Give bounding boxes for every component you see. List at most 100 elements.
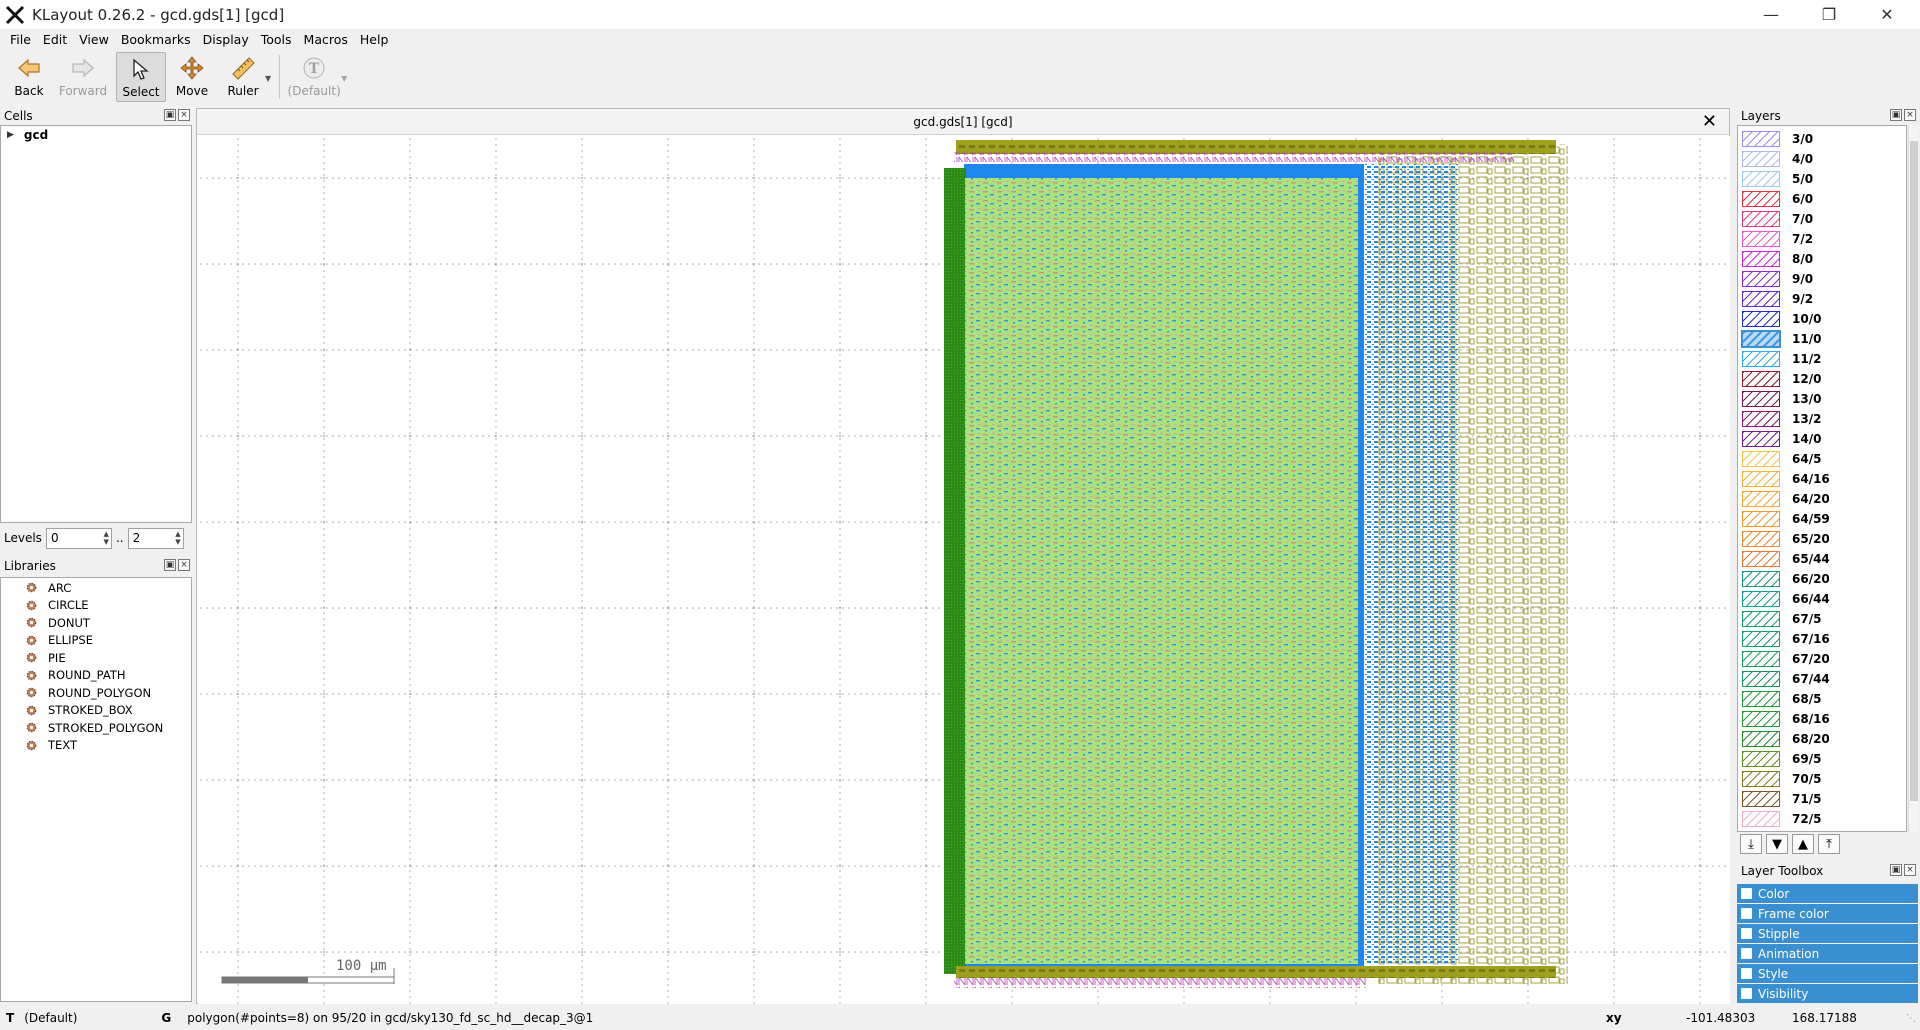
expand-checkbox[interactable] <box>1741 988 1752 999</box>
move-down-icon[interactable]: ▼ <box>1766 834 1788 854</box>
stepper-arrows-icon[interactable]: ▲ ▼ <box>175 530 181 546</box>
layer-swatch[interactable] <box>1742 551 1780 567</box>
layer-row[interactable]: 65/44 <box>1738 549 1906 569</box>
layer-row[interactable]: 9/2 <box>1738 289 1906 309</box>
toolbox-stipple[interactable]: Stipple <box>1737 924 1918 943</box>
layer-row[interactable]: 13/0 <box>1738 389 1906 409</box>
layer-row[interactable]: 67/44 <box>1738 669 1906 689</box>
library-item[interactable]: STROKED_BOX <box>1 702 191 720</box>
toolbox-visibility[interactable]: Visibility <box>1737 984 1918 1003</box>
layer-swatch[interactable] <box>1742 491 1780 507</box>
text-dropdown-icon[interactable]: ▼ <box>341 74 348 83</box>
move-to-bottom-icon[interactable]: ⤓ <box>1740 834 1762 854</box>
layer-swatch[interactable] <box>1742 231 1780 247</box>
layers-scrollbar[interactable] <box>1908 125 1918 832</box>
view-tab[interactable]: gcd.gds[1] [gcd] ✕ <box>197 109 1729 135</box>
layer-swatch[interactable] <box>1742 151 1780 167</box>
layer-row[interactable]: 66/20 <box>1738 569 1906 589</box>
ruler-tool-button[interactable]: Ruler <box>218 52 268 102</box>
menu-view[interactable]: View <box>79 32 109 47</box>
layer-row[interactable]: 64/20 <box>1738 489 1906 509</box>
close-icon[interactable]: × <box>1904 109 1916 121</box>
layout-canvas[interactable]: 100 µm <box>198 136 1730 1004</box>
layer-row[interactable]: 67/5 <box>1738 609 1906 629</box>
stepper-arrows-icon[interactable]: ▲ ▼ <box>103 530 109 546</box>
layout-drawing[interactable]: 100 µm <box>198 136 1730 1004</box>
layer-row[interactable]: 13/2 <box>1738 409 1906 429</box>
layer-swatch[interactable] <box>1742 271 1780 287</box>
layer-row[interactable]: 68/5 <box>1738 689 1906 709</box>
layer-row[interactable]: 7/2 <box>1738 229 1906 249</box>
library-item[interactable]: ARC <box>1 579 191 597</box>
float-icon[interactable]: ▣ <box>1890 864 1902 876</box>
layer-swatch[interactable] <box>1742 431 1780 447</box>
layer-row[interactable]: 8/0 <box>1738 249 1906 269</box>
minimize-icon[interactable]: — <box>1763 5 1779 24</box>
resize-grip-icon[interactable]: ⋱ <box>1906 1012 1916 1024</box>
move-up-icon[interactable]: ▲ <box>1792 834 1814 854</box>
layer-swatch[interactable] <box>1742 651 1780 667</box>
float-icon[interactable]: ▣ <box>164 109 176 121</box>
close-icon[interactable]: × <box>178 109 190 121</box>
menu-file[interactable]: File <box>10 32 31 47</box>
layer-swatch[interactable] <box>1742 691 1780 707</box>
cells-tree[interactable]: ▶ gcd <box>0 125 192 523</box>
layer-row[interactable]: 7/0 <box>1738 209 1906 229</box>
layer-row[interactable]: 71/5 <box>1738 789 1906 809</box>
close-view-icon[interactable]: ✕ <box>1701 111 1717 132</box>
expand-checkbox[interactable] <box>1741 928 1752 939</box>
layers-scrollbar-thumb[interactable] <box>1910 141 1918 801</box>
layer-row[interactable]: 64/5 <box>1738 449 1906 469</box>
layer-swatch[interactable] <box>1742 471 1780 487</box>
expand-checkbox[interactable] <box>1741 968 1752 979</box>
layer-swatch[interactable] <box>1742 251 1780 267</box>
toolbox-animation[interactable]: Animation <box>1737 944 1918 963</box>
forward-button[interactable]: Forward <box>55 52 111 102</box>
restore-icon[interactable]: ❐ <box>1821 5 1837 24</box>
layer-swatch[interactable] <box>1742 771 1780 787</box>
layer-row[interactable]: 10/0 <box>1738 309 1906 329</box>
layer-swatch[interactable] <box>1742 671 1780 687</box>
layer-swatch[interactable] <box>1742 311 1780 327</box>
layer-swatch[interactable] <box>1742 291 1780 307</box>
layer-row[interactable]: 66/44 <box>1738 589 1906 609</box>
close-window-icon[interactable]: ✕ <box>1880 5 1894 24</box>
layer-swatch[interactable] <box>1742 451 1780 467</box>
layer-row[interactable]: 5/0 <box>1738 169 1906 189</box>
layer-swatch[interactable] <box>1742 611 1780 627</box>
layer-swatch[interactable] <box>1742 171 1780 187</box>
float-icon[interactable]: ▣ <box>164 559 176 571</box>
layer-row[interactable]: 68/16 <box>1738 709 1906 729</box>
ruler-dropdown-icon[interactable]: ▼ <box>265 74 272 83</box>
menu-help[interactable]: Help <box>359 32 389 47</box>
expand-arrow-icon[interactable]: ▶ <box>7 129 14 140</box>
layer-row[interactable]: 11/2 <box>1738 349 1906 369</box>
layer-swatch[interactable] <box>1742 211 1780 227</box>
select-tool-button[interactable]: Select <box>116 52 166 102</box>
text-tool-button[interactable]: T (Default) <box>284 52 344 102</box>
library-item[interactable]: STROKED_POLYGON <box>1 719 191 737</box>
layer-swatch[interactable] <box>1742 591 1780 607</box>
move-tool-button[interactable]: Move <box>167 52 217 102</box>
expand-checkbox[interactable] <box>1741 948 1752 959</box>
layer-row[interactable]: 67/20 <box>1738 649 1906 669</box>
expand-checkbox[interactable] <box>1741 888 1752 899</box>
layer-row[interactable]: 12/0 <box>1738 369 1906 389</box>
float-icon[interactable]: ▣ <box>1890 109 1902 121</box>
library-item[interactable]: ROUND_PATH <box>1 667 191 685</box>
library-item[interactable]: ROUND_POLYGON <box>1 684 191 702</box>
toolbox-color[interactable]: Color <box>1737 884 1918 903</box>
library-item[interactable]: ELLIPSE <box>1 632 191 650</box>
layer-swatch[interactable] <box>1742 631 1780 647</box>
layer-swatch[interactable] <box>1742 731 1780 747</box>
layer-swatch[interactable] <box>1742 391 1780 407</box>
layer-swatch[interactable] <box>1742 411 1780 427</box>
layer-row[interactable]: 68/20 <box>1738 729 1906 749</box>
layer-row[interactable]: 67/16 <box>1738 629 1906 649</box>
cell-row-gcd[interactable]: ▶ gcd <box>1 126 191 143</box>
layer-row[interactable]: 64/59 <box>1738 509 1906 529</box>
layer-row[interactable]: 72/5 <box>1738 809 1906 829</box>
close-icon[interactable]: × <box>1904 864 1916 876</box>
layer-swatch[interactable] <box>1742 351 1780 367</box>
menu-display[interactable]: Display <box>202 32 249 47</box>
